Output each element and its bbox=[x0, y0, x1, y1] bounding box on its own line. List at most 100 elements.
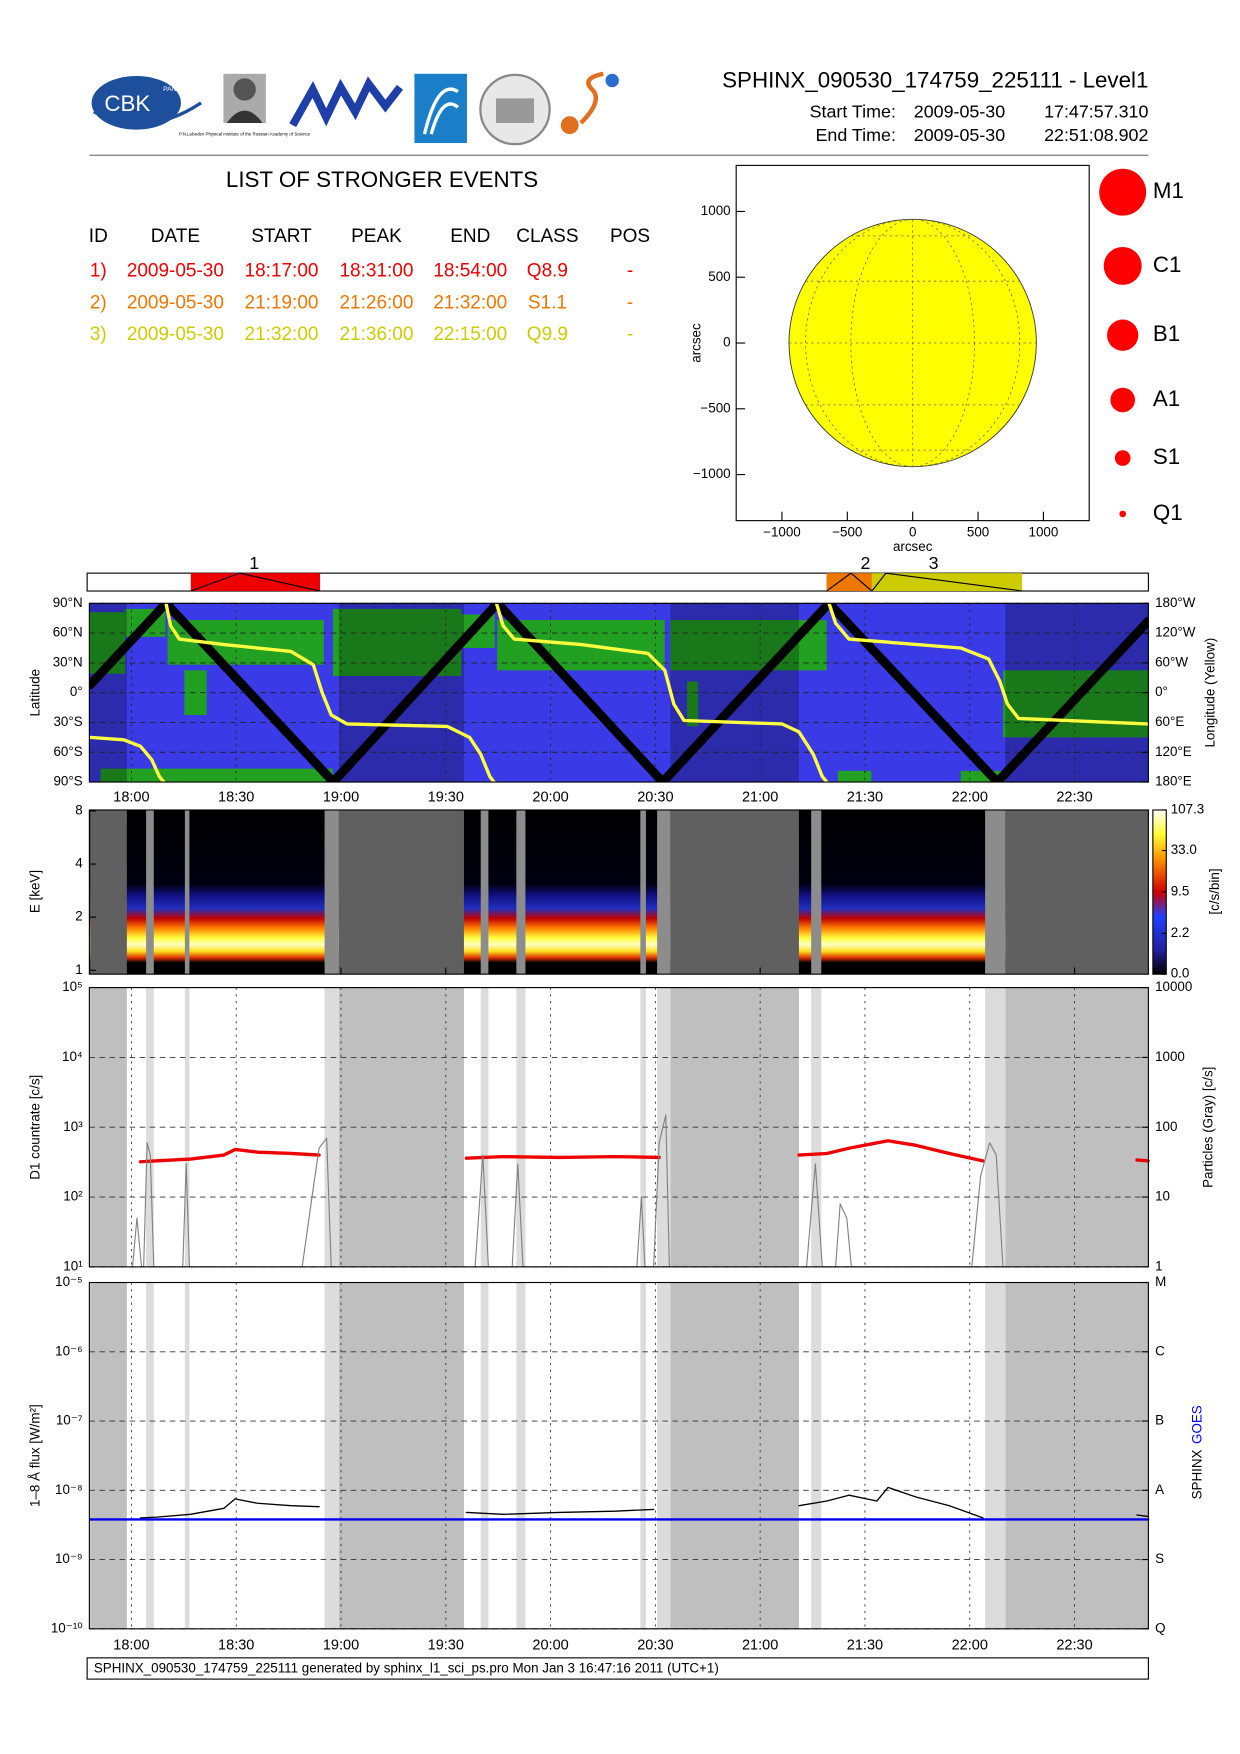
gap-shade-light bbox=[480, 809, 489, 975]
green-region bbox=[960, 770, 1006, 783]
event-cell: - bbox=[627, 261, 633, 282]
column-header: END bbox=[450, 226, 490, 247]
events-title: LIST OF STRONGER EVENTS bbox=[226, 167, 538, 192]
seal-building bbox=[496, 98, 534, 123]
gap-shade-light bbox=[640, 1282, 646, 1629]
end-date: 2009-05-30 bbox=[914, 125, 1005, 145]
event-cell: 21:36:00 bbox=[340, 324, 414, 345]
yticks-label: 10⁵ bbox=[62, 979, 82, 994]
column-header: POS bbox=[610, 226, 650, 247]
yticks-label: 1 bbox=[75, 962, 82, 977]
y-tick-label: 1000 bbox=[701, 203, 731, 218]
panel-frame bbox=[88, 809, 1149, 975]
column-header: START bbox=[251, 226, 312, 247]
class-label: M1 bbox=[1153, 178, 1184, 203]
gap-shade bbox=[1005, 1282, 1149, 1629]
panel-frame bbox=[88, 602, 1149, 783]
y2ticks-label: 60°E bbox=[1155, 714, 1184, 729]
event-cell: 21:19:00 bbox=[245, 292, 319, 313]
x-tick-label: 18:30 bbox=[218, 1637, 254, 1653]
data-line bbox=[139, 1486, 1149, 1519]
cbk-logo bbox=[91, 76, 181, 130]
gap-shade-light bbox=[146, 809, 154, 975]
event-span bbox=[190, 573, 321, 592]
event-peak bbox=[190, 572, 321, 592]
y2ticks-label: 10000 bbox=[1155, 979, 1192, 994]
gap-shade bbox=[670, 809, 799, 975]
x-tick-label: 19:00 bbox=[323, 790, 359, 806]
x-tick-label: 22:30 bbox=[1056, 1637, 1092, 1653]
x-tick-label: 0 bbox=[909, 524, 916, 539]
colorbar-label: 2.2 bbox=[1171, 925, 1190, 940]
data-line bbox=[89, 603, 1149, 783]
column-header: CLASS bbox=[516, 226, 578, 247]
end-label: End Time: bbox=[816, 125, 896, 145]
y2ticks-label: 10 bbox=[1155, 1189, 1170, 1204]
sun-logo bbox=[560, 116, 579, 135]
yticks-label: 2 bbox=[75, 909, 82, 924]
yticks-label: 30°S bbox=[53, 714, 82, 729]
event-cell: 21:32:00 bbox=[433, 292, 507, 313]
gap-shade-light bbox=[811, 1282, 822, 1629]
gap-shade-light bbox=[184, 987, 190, 1267]
class-marker bbox=[1107, 319, 1139, 351]
start-label: Start Time: bbox=[810, 102, 896, 122]
class-marker bbox=[1114, 450, 1131, 466]
y2ticks-label: 1 bbox=[1155, 1258, 1162, 1273]
event-label: 2 bbox=[861, 553, 871, 573]
gap-shade bbox=[338, 1282, 464, 1629]
y-tick-label: −1000 bbox=[693, 466, 731, 481]
event-label: 3 bbox=[929, 553, 939, 573]
yticks-label: 10⁻⁸ bbox=[55, 1482, 83, 1497]
gap-shade-light bbox=[657, 809, 671, 975]
y2ticks-label: 0° bbox=[1155, 684, 1168, 699]
x-tick-label: 21:30 bbox=[847, 1637, 883, 1653]
logos: CBK PAN P.N.Lebedev Physical Institute o… bbox=[91, 71, 619, 146]
gap-shade-light bbox=[146, 1282, 154, 1629]
portrait-head bbox=[233, 78, 256, 101]
event-cell: - bbox=[627, 324, 633, 345]
y-axis-label: D1 countrate [c/s] bbox=[27, 1075, 42, 1180]
gap-shade-light bbox=[657, 1282, 671, 1629]
y-axis-label: arcsec bbox=[689, 323, 704, 363]
legend-entry: SPHINX bbox=[1189, 1449, 1204, 1499]
gap-shade-light bbox=[184, 1282, 190, 1629]
y-tick-label: 0 bbox=[723, 335, 730, 350]
event-cell: 21:26:00 bbox=[340, 292, 414, 313]
footer: SPHINX_090530_174759_225111 generated by… bbox=[94, 1661, 719, 1676]
logo-swoosh bbox=[93, 101, 203, 126]
agency-mark bbox=[422, 87, 460, 135]
class-marker bbox=[1119, 510, 1127, 518]
logo-text: CBK bbox=[104, 91, 150, 116]
class-label: C1 bbox=[1153, 252, 1182, 277]
data-line bbox=[89, 603, 1149, 783]
yticks-label: 0° bbox=[70, 684, 83, 699]
colorbar-label: 107.3 bbox=[1171, 802, 1205, 817]
yticks-label: 10¹ bbox=[63, 1258, 83, 1273]
gap-shade-light bbox=[184, 809, 190, 975]
y2ticks-label: B bbox=[1155, 1413, 1164, 1428]
x-tick-label: 22:00 bbox=[952, 790, 988, 806]
y2ticks-label: 180°W bbox=[1155, 595, 1196, 610]
yticks-label: 10⁻⁷ bbox=[56, 1413, 83, 1428]
column-header: PEAK bbox=[351, 226, 402, 247]
x-tick-label: −500 bbox=[832, 524, 862, 539]
event-cell: 1) bbox=[90, 261, 107, 282]
event-peak bbox=[826, 572, 873, 592]
y2ticks-label: Q bbox=[1155, 1620, 1165, 1635]
logo-caption: P.N.Lebedev Physical Institute of the Ru… bbox=[179, 131, 311, 136]
event-cell: 2009-05-30 bbox=[127, 292, 224, 313]
events-table: ID DATE START PEAK END CLASS POS 1) 2009-05-30 18… bbox=[89, 226, 650, 345]
gap-shade-light bbox=[516, 809, 526, 975]
gap-shade-light bbox=[985, 1282, 1006, 1629]
event-cell: 18:54:00 bbox=[433, 261, 507, 282]
y2ticks-label: C bbox=[1155, 1343, 1165, 1358]
s-logo bbox=[579, 71, 604, 125]
yticks-label: 60°S bbox=[53, 744, 82, 759]
portrait-body bbox=[226, 110, 263, 123]
colorbar-title: [c/s/bin] bbox=[1207, 868, 1222, 914]
gap-shade-light bbox=[640, 809, 646, 975]
y2ticks-label: 180°E bbox=[1155, 774, 1192, 789]
logo-text: PAN bbox=[163, 86, 176, 93]
